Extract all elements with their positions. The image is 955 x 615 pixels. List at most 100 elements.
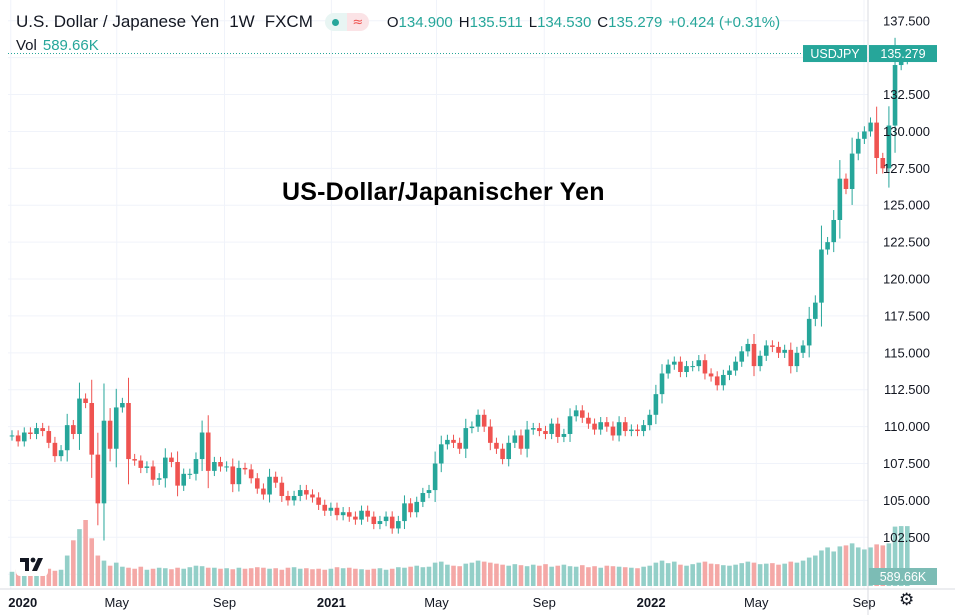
candle-body <box>831 219 837 243</box>
legend-volume-row: Vol 589.66K <box>16 37 99 54</box>
candle-body <box>451 439 456 443</box>
candle-body <box>402 503 407 522</box>
candle-body <box>678 361 683 373</box>
candle-body <box>757 355 763 367</box>
candle-body <box>512 435 518 443</box>
volume-bar <box>494 563 499 586</box>
status-badge[interactable]: ≈ <box>324 13 369 31</box>
tradingview-logo-icon[interactable] <box>16 552 48 576</box>
candle-body <box>635 429 640 432</box>
candle-body <box>248 469 254 479</box>
volume-bar <box>365 569 370 586</box>
candle-body <box>359 510 364 520</box>
volume-bar <box>862 549 867 586</box>
volume-bar <box>641 566 646 586</box>
candle-body <box>150 466 156 480</box>
candle-body <box>285 495 291 501</box>
candle-body <box>616 422 622 436</box>
price-axis[interactable]: 137.500135.000132.500130.000127.500125.0… <box>883 13 930 581</box>
volume-bar <box>782 563 787 586</box>
volume-bar <box>800 560 806 586</box>
volume-bar <box>481 561 487 586</box>
candle-body <box>702 360 708 374</box>
candle-body <box>230 466 236 485</box>
volume-bar <box>647 565 653 586</box>
volume-bar <box>445 564 450 586</box>
high-value: 135.511 <box>469 13 523 31</box>
candle-body <box>445 439 450 445</box>
volume-bar <box>721 565 726 586</box>
legend-main-row: U.S. Dollar / Japanese Yen 1W FXCM ≈ O 13… <box>16 12 780 32</box>
price-tick-label: 115.000 <box>884 345 930 360</box>
volume-bar <box>334 567 340 586</box>
candle-body <box>420 493 426 502</box>
volume-bar <box>132 568 137 586</box>
candle-body <box>659 373 665 395</box>
candle-body <box>494 442 499 449</box>
volume-bar <box>340 568 346 586</box>
volume-bar <box>230 569 236 586</box>
volume-bar <box>144 569 150 586</box>
candle-body <box>156 478 162 480</box>
market-status-icon <box>324 13 347 31</box>
volume-bar <box>653 562 659 586</box>
volume-bar <box>819 550 824 586</box>
candle-body <box>524 429 530 449</box>
volume-bar <box>586 567 591 586</box>
volume-bar <box>678 564 683 586</box>
candle-body <box>261 488 266 495</box>
volume-bar <box>518 565 524 586</box>
candle-body <box>304 490 309 495</box>
candle-body <box>469 426 475 429</box>
candle-body <box>763 345 769 356</box>
candle-body <box>481 414 487 427</box>
volume-bar <box>71 540 76 586</box>
candle-body <box>776 346 781 353</box>
candle-body <box>175 462 180 486</box>
volume-bar <box>426 566 432 586</box>
price-tick-label: 117.500 <box>884 308 930 323</box>
volume-bar <box>273 568 278 586</box>
volume-bar <box>549 566 554 586</box>
symbol-title[interactable]: U.S. Dollar / Japanese Yen <box>16 12 220 31</box>
volume-bar <box>500 564 505 586</box>
volume-layer <box>9 520 910 586</box>
volume-bar <box>463 563 469 586</box>
volume-bar <box>806 557 812 586</box>
price-tick-label: 107.500 <box>883 456 930 471</box>
candle-body <box>396 521 401 529</box>
volume-bar <box>83 520 88 586</box>
volume-bar <box>248 568 254 586</box>
time-axis[interactable]: 2020 May Sep 2021 May Sep 2022 May Sep <box>8 595 875 610</box>
candle-body <box>322 504 328 511</box>
volume-bar <box>506 565 512 586</box>
volume-bar <box>310 569 315 586</box>
candle-body <box>647 414 653 426</box>
candle-body <box>898 59 904 66</box>
price-tick-label: 137.500 <box>883 13 930 28</box>
volume-bar <box>371 568 377 586</box>
open-value: 134.900 <box>398 13 453 31</box>
volume-bar <box>524 566 530 586</box>
time-tick-label: Sep <box>852 595 875 610</box>
candle-body <box>813 302 818 319</box>
candle-body <box>708 373 714 377</box>
candle-body <box>52 442 58 457</box>
volume-bar <box>905 526 910 586</box>
candle-body <box>788 349 794 367</box>
gear-icon[interactable]: ⚙ <box>899 590 915 610</box>
open-label: O <box>386 13 399 31</box>
volume-bar <box>745 561 751 586</box>
candle-body <box>586 417 591 424</box>
exchange-label[interactable]: FXCM <box>264 12 313 31</box>
candle-body <box>34 428 39 434</box>
volume-bar <box>138 566 144 586</box>
volume-bar <box>414 565 420 586</box>
volume-bar <box>156 567 162 586</box>
volume-bar <box>457 566 462 586</box>
volume-bar <box>849 543 855 586</box>
candle-body <box>684 366 689 373</box>
interval-label[interactable]: 1W <box>229 12 255 31</box>
candle-body <box>346 512 352 517</box>
